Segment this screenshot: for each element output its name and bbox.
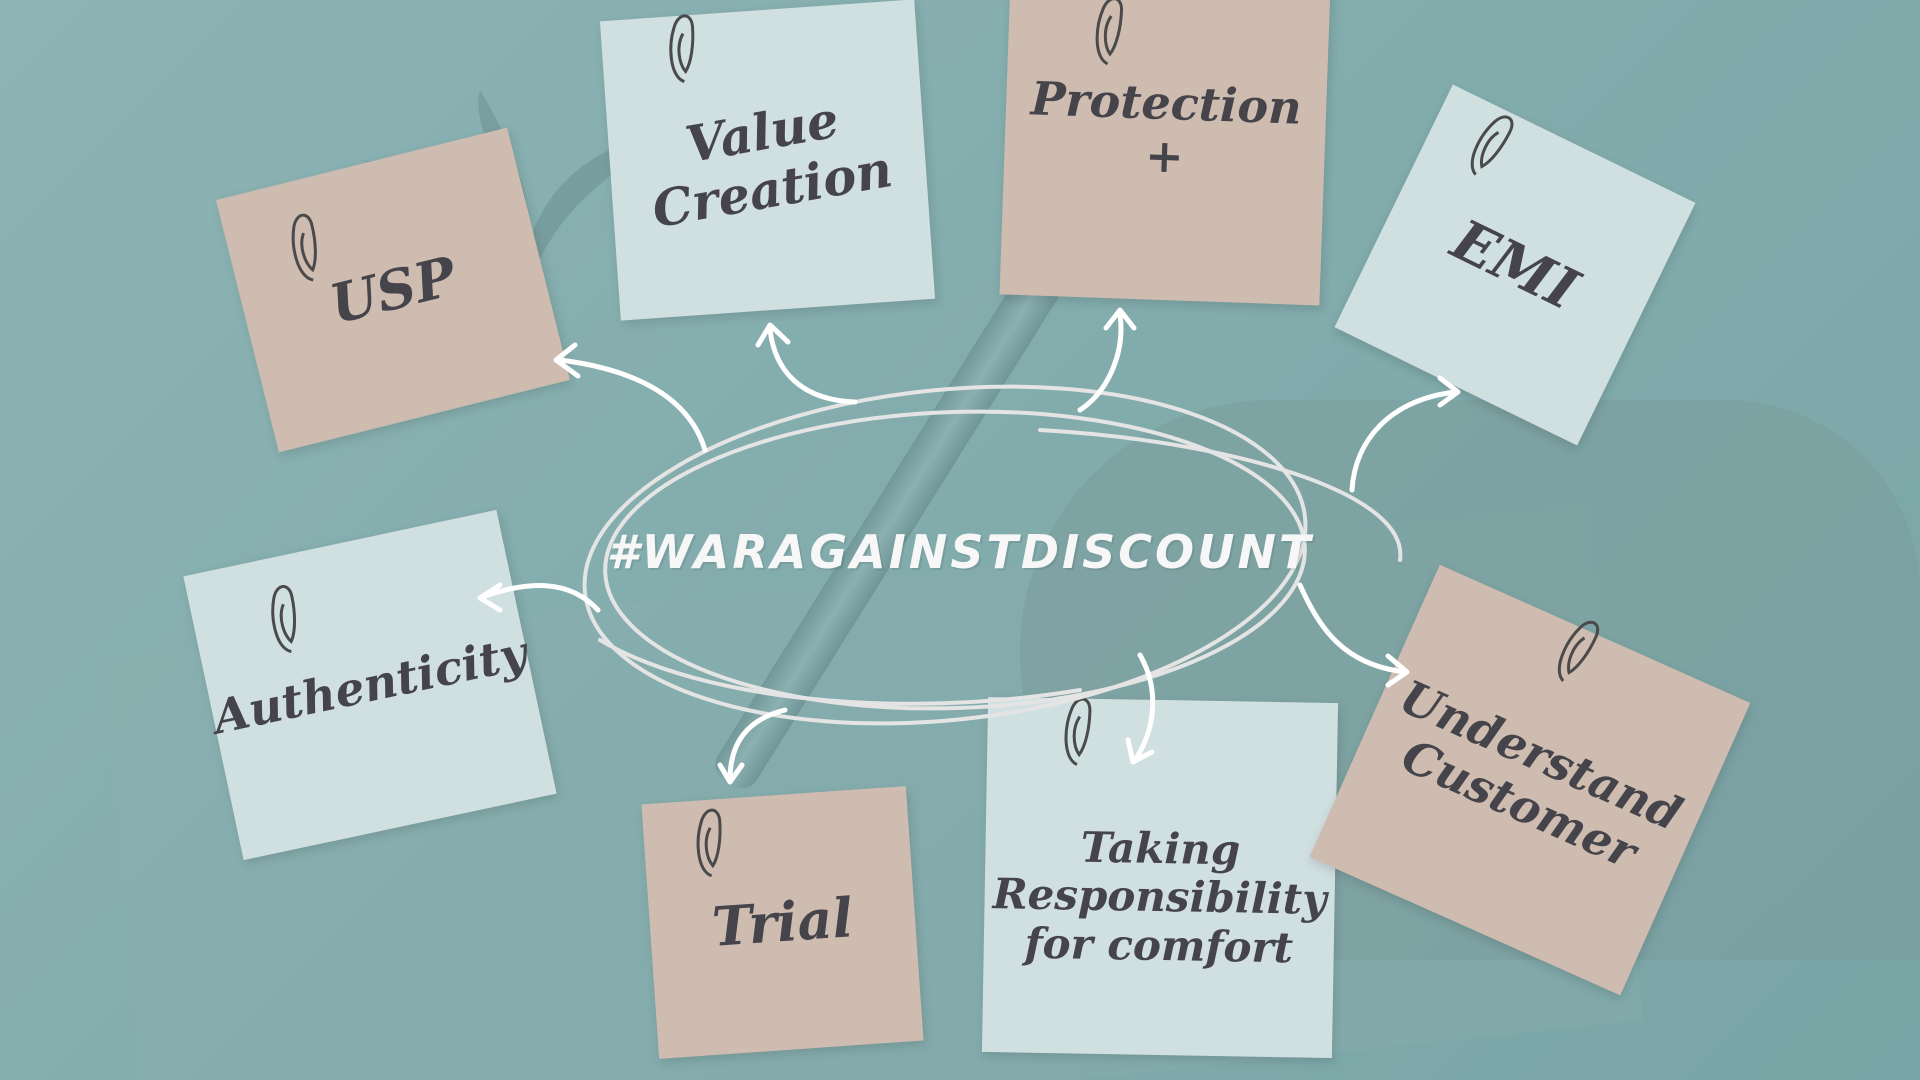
note-label-authenticity: Authenticity <box>208 625 532 745</box>
paperclip-icon <box>696 808 722 878</box>
note-protection: Protection + <box>999 0 1331 306</box>
note-trial: Trial <box>641 786 924 1059</box>
note-authenticity: Authenticity <box>183 509 557 861</box>
paperclip-icon <box>271 584 297 654</box>
paperclip-icon <box>1557 620 1600 682</box>
paperclip-icon <box>669 14 695 84</box>
note-emi: EMI <box>1334 84 1696 446</box>
paperclip-icon <box>1470 115 1514 176</box>
note-taking-responsibility: Taking Responsibility for comfort <box>981 696 1339 1059</box>
note-label-understand-customer: Understand Customer <box>1392 669 1690 880</box>
paperclip-icon <box>291 213 317 282</box>
note-label-trial: Trial <box>710 885 855 960</box>
note-label-usp: USP <box>323 243 463 337</box>
note-value-creation: Value Creation <box>599 0 936 321</box>
paperclip-icon <box>1064 697 1092 766</box>
note-label-value-creation: Value Creation <box>648 89 897 239</box>
note-label-protection: Protection + <box>1029 71 1303 184</box>
note-understand-customer: Understand Customer <box>1309 564 1751 996</box>
paperclip-icon <box>1095 0 1123 66</box>
note-label-taking-responsibility: Taking Responsibility for comfort <box>992 822 1327 972</box>
hashtag-title: #WARAGAINSTDISCOUNT <box>606 525 1314 579</box>
note-label-emi: EMI <box>1441 206 1589 324</box>
note-usp: USP <box>216 127 570 453</box>
